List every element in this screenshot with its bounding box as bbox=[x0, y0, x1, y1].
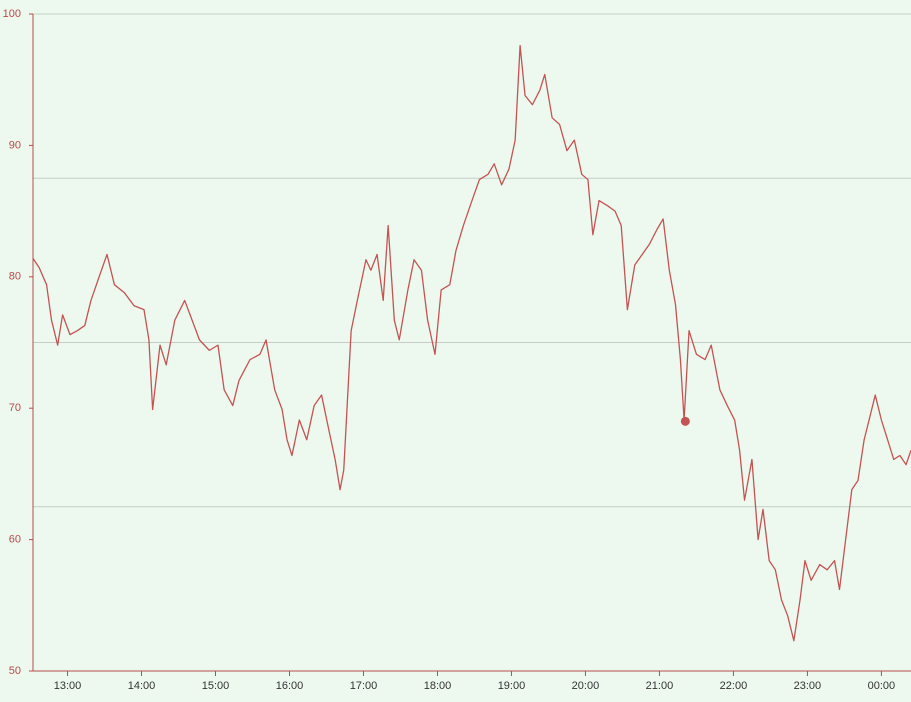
x-tick-label: 14:00 bbox=[128, 680, 156, 692]
highlight-point bbox=[680, 416, 690, 426]
y-tick-label: 90 bbox=[9, 139, 21, 151]
x-tick-label: 18:00 bbox=[424, 680, 452, 692]
x-tick-label: 22:00 bbox=[720, 680, 748, 692]
x-tick-label: 23:00 bbox=[794, 680, 822, 692]
x-tick-label: 00:00 bbox=[868, 680, 896, 692]
x-tick-label: 21:00 bbox=[646, 680, 674, 692]
y-tick-label: 100 bbox=[3, 8, 21, 20]
line-series bbox=[32, 44, 911, 642]
x-tick-label: 17:00 bbox=[350, 680, 378, 692]
y-tick-label: 50 bbox=[9, 665, 21, 677]
x-tick-label: 19:00 bbox=[498, 680, 526, 692]
y-tick-label: 70 bbox=[9, 402, 21, 414]
y-tick-label: 80 bbox=[9, 271, 21, 283]
x-tick-label: 16:00 bbox=[276, 680, 304, 692]
x-tick-label: 15:00 bbox=[202, 680, 230, 692]
x-tick-label: 20:00 bbox=[572, 680, 600, 692]
y-tick-label: 60 bbox=[9, 534, 21, 546]
x-tick-label: 13:00 bbox=[54, 680, 82, 692]
